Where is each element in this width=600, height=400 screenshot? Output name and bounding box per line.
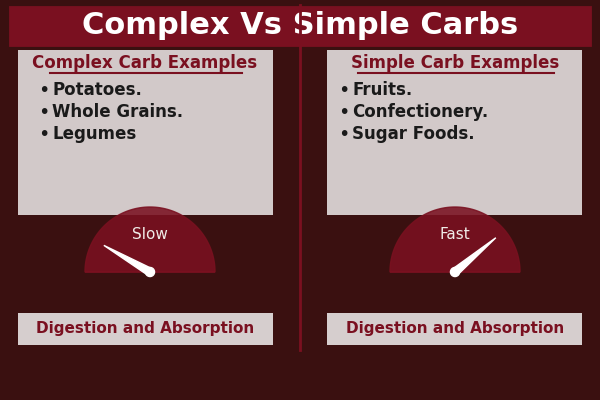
Polygon shape (85, 207, 215, 272)
Text: Sugar Foods.: Sugar Foods. (352, 125, 475, 143)
Text: •: • (38, 124, 49, 144)
Polygon shape (390, 207, 520, 272)
Text: •: • (338, 102, 349, 122)
FancyBboxPatch shape (18, 313, 273, 345)
FancyBboxPatch shape (327, 313, 582, 345)
Text: •: • (38, 80, 49, 100)
Circle shape (145, 268, 155, 276)
FancyBboxPatch shape (18, 50, 273, 215)
Text: Digestion and Absorption: Digestion and Absorption (346, 322, 564, 336)
Text: •: • (338, 80, 349, 100)
Text: Digestion and Absorption: Digestion and Absorption (36, 322, 254, 336)
Text: Legumes: Legumes (52, 125, 136, 143)
Text: Complex Vs Simple Carbs: Complex Vs Simple Carbs (82, 12, 518, 40)
Text: Fruits.: Fruits. (352, 81, 412, 99)
FancyBboxPatch shape (327, 50, 582, 215)
Text: Fast: Fast (440, 227, 470, 242)
Text: Potatoes.: Potatoes. (52, 81, 142, 99)
Text: Confectionery.: Confectionery. (352, 103, 488, 121)
Polygon shape (104, 245, 152, 275)
Text: Simple Carb Examples: Simple Carb Examples (351, 54, 559, 72)
Circle shape (451, 268, 460, 276)
Polygon shape (452, 238, 496, 275)
Text: •: • (338, 124, 349, 144)
Text: •: • (38, 102, 49, 122)
Text: Slow: Slow (132, 227, 168, 242)
FancyBboxPatch shape (10, 7, 590, 45)
Text: Complex Carb Examples: Complex Carb Examples (32, 54, 257, 72)
Text: Whole Grains.: Whole Grains. (52, 103, 183, 121)
